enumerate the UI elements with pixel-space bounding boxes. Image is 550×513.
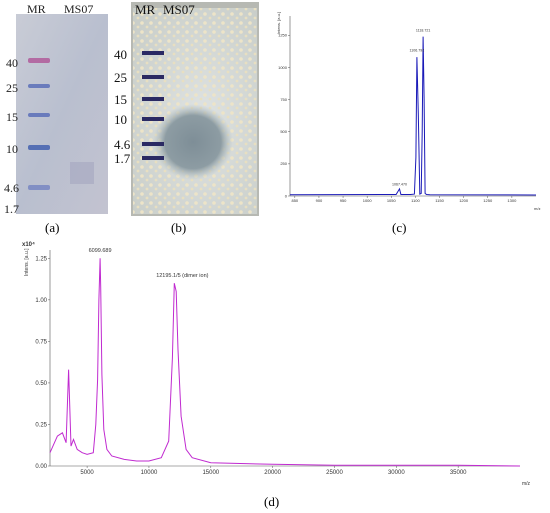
x-tick-label: 950: [340, 198, 347, 203]
chart-c-peak-label: 1118.721: [416, 29, 430, 33]
plate-marker-25: 25: [114, 70, 127, 85]
y-tick-label: 0.50: [35, 381, 47, 387]
x-tick-label: 10000: [141, 470, 158, 476]
mass-spectrum-c: Intens. [a.u.] m/z 850 900 950 1000 1050 1100…: [276, 12, 540, 211]
marker-40: 40: [6, 56, 18, 70]
y-tick-label: 1250: [278, 33, 288, 38]
lane-label-mr: MR: [27, 2, 46, 16]
x-tick-label: 850: [291, 198, 298, 203]
plate-marker-40: 40: [114, 47, 127, 62]
y-tick-label: 500: [280, 129, 287, 134]
x-tick-label: 1000: [363, 198, 373, 203]
chart-c-peak-label: 1067.470: [392, 182, 407, 186]
panel-a-label: (a): [45, 220, 60, 235]
chart-d-peak-label: 12195.1/5 (dimer ion): [156, 273, 208, 279]
x-tick-label: 5000: [80, 470, 94, 476]
x-tick-label: 1050: [387, 198, 397, 203]
marker-25: 25: [6, 81, 18, 95]
marker-4.6: 4.6: [4, 181, 19, 195]
plate-marker-bands: [142, 51, 164, 160]
chart-d-peak-label: 6099.689: [89, 248, 112, 254]
plate-marker-1.7: 1.7: [114, 151, 131, 166]
y-tick-label: 1.25: [35, 256, 47, 262]
chart-c-series-line: [289, 36, 537, 196]
y-tick-label: 1.00: [35, 298, 47, 304]
y-tick-label: 0: [285, 193, 288, 198]
plate-lane-label-ms07: MS07: [163, 2, 195, 17]
x-tick-label: 1200: [459, 198, 469, 203]
x-tick-label: 1300: [507, 198, 517, 203]
panel-c-label: (c): [392, 220, 407, 235]
x-tick-label: 35000: [450, 470, 467, 476]
marker-10: 10: [6, 142, 18, 156]
chart-d-xlabel: m/z: [522, 481, 531, 487]
x-tick-label: 30000: [388, 470, 405, 476]
marker-15: 15: [6, 110, 18, 124]
chart-d-multiplier: x10⁴: [22, 242, 35, 248]
y-tick-label: 1000: [278, 65, 288, 70]
x-tick-label: 900: [316, 198, 323, 203]
plate-marker-10: 10: [114, 112, 127, 127]
y-tick-label: 0.25: [35, 422, 47, 428]
chart-d-ylabel: Intens. [a.u.]: [24, 248, 30, 276]
x-tick-label: 1150: [435, 198, 444, 203]
plate-marker-4.6: 4.6: [114, 137, 131, 152]
panel-b-plate: [131, 2, 259, 216]
y-tick-label: 0.00: [35, 464, 47, 470]
mass-spectrum-d: x10⁴ Intens. [a.u.] m/z 5000 10000 15000 20…: [22, 242, 531, 487]
panel-a-gel: MR MS07: [8, 2, 112, 216]
y-tick-label: 750: [280, 97, 287, 102]
chart-c-peak-label: 1106.792: [409, 49, 424, 53]
gel-image: [16, 14, 108, 214]
plate-marker-15: 15: [114, 92, 127, 107]
panel-b-label: (b): [171, 220, 187, 235]
x-tick-label: 25000: [326, 470, 343, 476]
y-tick-label: 250: [280, 161, 287, 166]
chart-d-series-line: [49, 258, 521, 467]
lane-label-ms07: MS07: [64, 2, 94, 16]
panel-d-label: (d): [264, 494, 280, 509]
gel-marker-bands: [28, 58, 50, 190]
marker-1.7: 1.7: [4, 202, 19, 216]
y-tick-label: 0.75: [35, 339, 47, 345]
chart-c-xlabel: m/z: [534, 206, 540, 211]
agar-plate-image: [131, 2, 259, 216]
x-tick-label: 1100: [411, 198, 420, 203]
chart-c-ylabel: Intens. [a.u.]: [276, 12, 281, 34]
x-tick-label: 1250: [483, 198, 493, 203]
x-tick-label: 15000: [202, 470, 219, 476]
plate-lane-label-mr: MR: [135, 2, 156, 17]
x-tick-label: 20000: [264, 470, 281, 476]
